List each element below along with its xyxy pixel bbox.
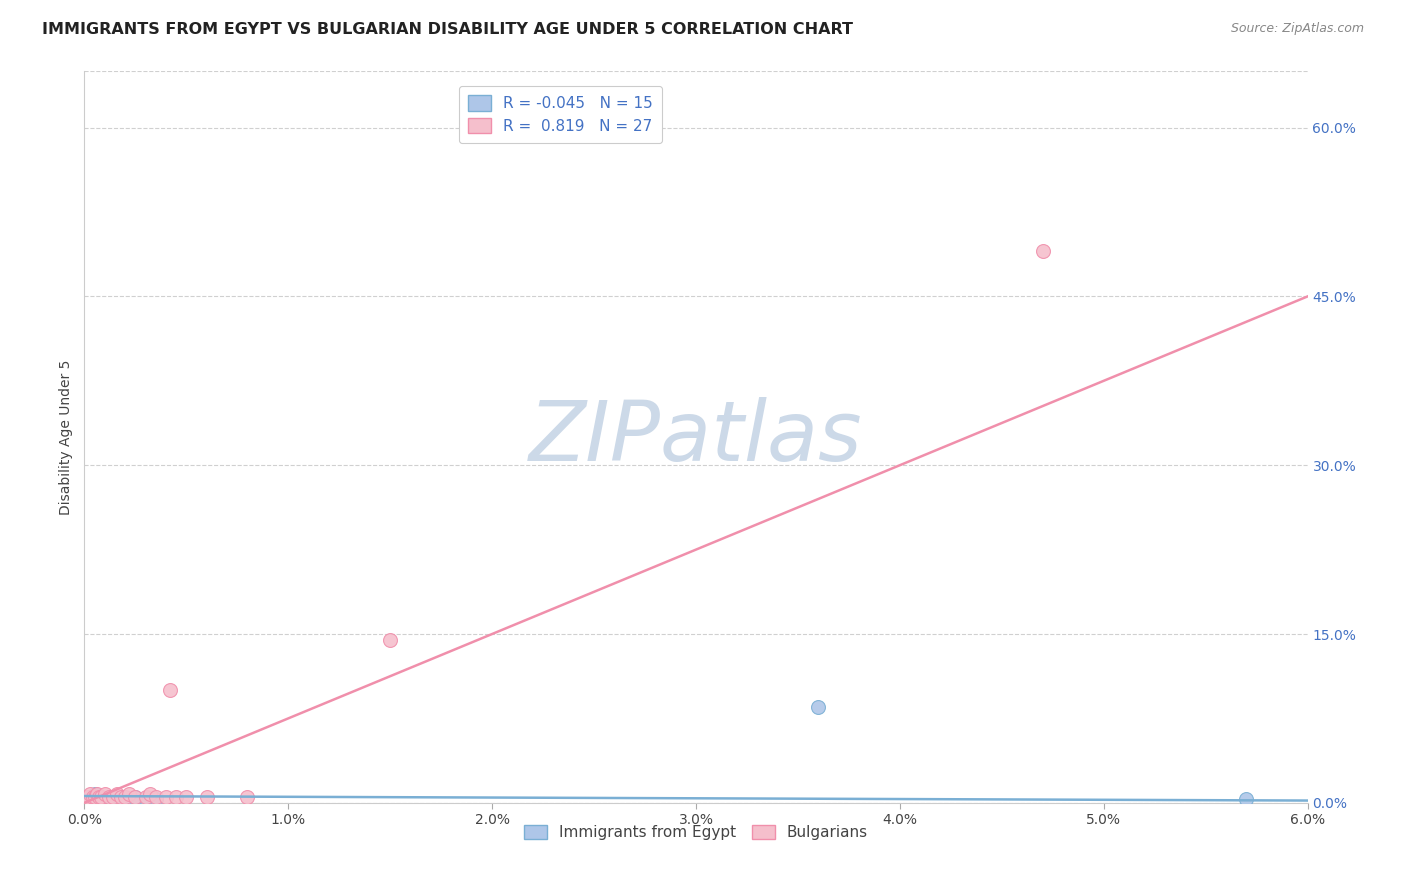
Text: ZIPatlas: ZIPatlas <box>529 397 863 477</box>
Point <box>145 790 167 805</box>
Point <box>86 787 108 801</box>
Text: IMMIGRANTS FROM EGYPT VS BULGARIAN DISABILITY AGE UNDER 5 CORRELATION CHART: IMMIGRANTS FROM EGYPT VS BULGARIAN DISAB… <box>42 22 853 37</box>
Point <box>124 790 146 805</box>
Point <box>82 790 104 805</box>
Point <box>97 790 120 805</box>
Point <box>87 790 110 805</box>
Point <box>79 792 101 806</box>
Point <box>101 790 124 805</box>
Point <box>97 790 120 805</box>
Point <box>159 683 181 698</box>
Point <box>83 787 105 801</box>
Point <box>807 700 830 714</box>
Point <box>114 790 136 805</box>
Point <box>110 790 132 805</box>
Point <box>93 792 117 806</box>
Point <box>90 790 112 805</box>
Point <box>1236 792 1258 806</box>
Point <box>195 790 218 805</box>
Point <box>1032 244 1054 259</box>
Point <box>90 790 112 805</box>
Point <box>380 632 402 647</box>
Point <box>83 790 105 805</box>
Point <box>155 790 177 805</box>
Legend: Immigrants from Egypt, Bulgarians: Immigrants from Egypt, Bulgarians <box>517 819 875 847</box>
Point <box>86 792 108 806</box>
Point <box>118 787 141 801</box>
Point <box>135 790 157 805</box>
Point <box>77 790 100 805</box>
Point <box>165 790 187 805</box>
Point <box>75 790 97 805</box>
Point <box>176 790 198 805</box>
Point <box>82 790 104 805</box>
Point <box>135 792 157 806</box>
Point <box>145 792 167 806</box>
Point <box>105 787 128 801</box>
Point <box>124 790 146 805</box>
Point <box>138 787 160 801</box>
Y-axis label: Disability Age Under 5: Disability Age Under 5 <box>59 359 73 515</box>
Point <box>79 787 101 801</box>
Point <box>77 790 100 805</box>
Point <box>104 792 127 806</box>
Text: Source: ZipAtlas.com: Source: ZipAtlas.com <box>1230 22 1364 36</box>
Point <box>236 790 259 805</box>
Point <box>114 792 136 806</box>
Point <box>93 787 117 801</box>
